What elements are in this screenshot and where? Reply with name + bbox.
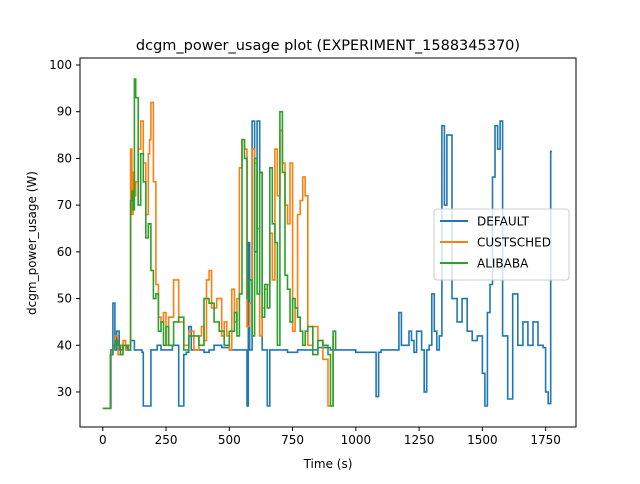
x-tick-label: 500 [218,433,241,447]
y-tick-label: 40 [57,338,72,352]
x-tick-label: 1000 [341,433,372,447]
x-axis-label: Time (s) [303,457,353,471]
x-tick-label: 750 [281,433,304,447]
series-line-alibaba [102,78,337,410]
y-axis-label: dcgm_power_usage (W) [25,171,39,315]
legend: DEFAULT CUSTSCHED ALIBABA [433,208,570,281]
x-tick-label: 250 [155,433,178,447]
y-tick-label: 80 [57,151,72,165]
series-line-custsched [102,101,334,410]
y-tick-label: 60 [57,245,72,259]
x-tick-label: 0 [99,433,107,447]
y-tick-label: 30 [57,385,72,399]
series-line-default [102,120,552,410]
y-tick-label: 50 [57,292,72,306]
plot-frame [79,57,577,428]
chart-title: dcgm_power_usage plot (EXPERIMENT_158834… [136,38,520,54]
legend-label-custsched: CUSTSCHED [477,236,551,250]
legend-label-default: DEFAULT [477,215,530,229]
y-tick-label: 90 [57,105,72,119]
series-layer [102,78,552,410]
axes-layer: 0 250 500 750 1000 1250 1500 1750 30 40 50 60 70 80 90… [49,57,577,447]
y-tick-label: 70 [57,198,72,212]
legend-label-alibaba: ALIBABA [477,257,529,271]
x-tick-label: 1250 [404,433,435,447]
x-tick-label: 1500 [467,433,498,447]
x-tick-label: 1750 [530,433,561,447]
y-tick-label: 100 [49,58,72,72]
